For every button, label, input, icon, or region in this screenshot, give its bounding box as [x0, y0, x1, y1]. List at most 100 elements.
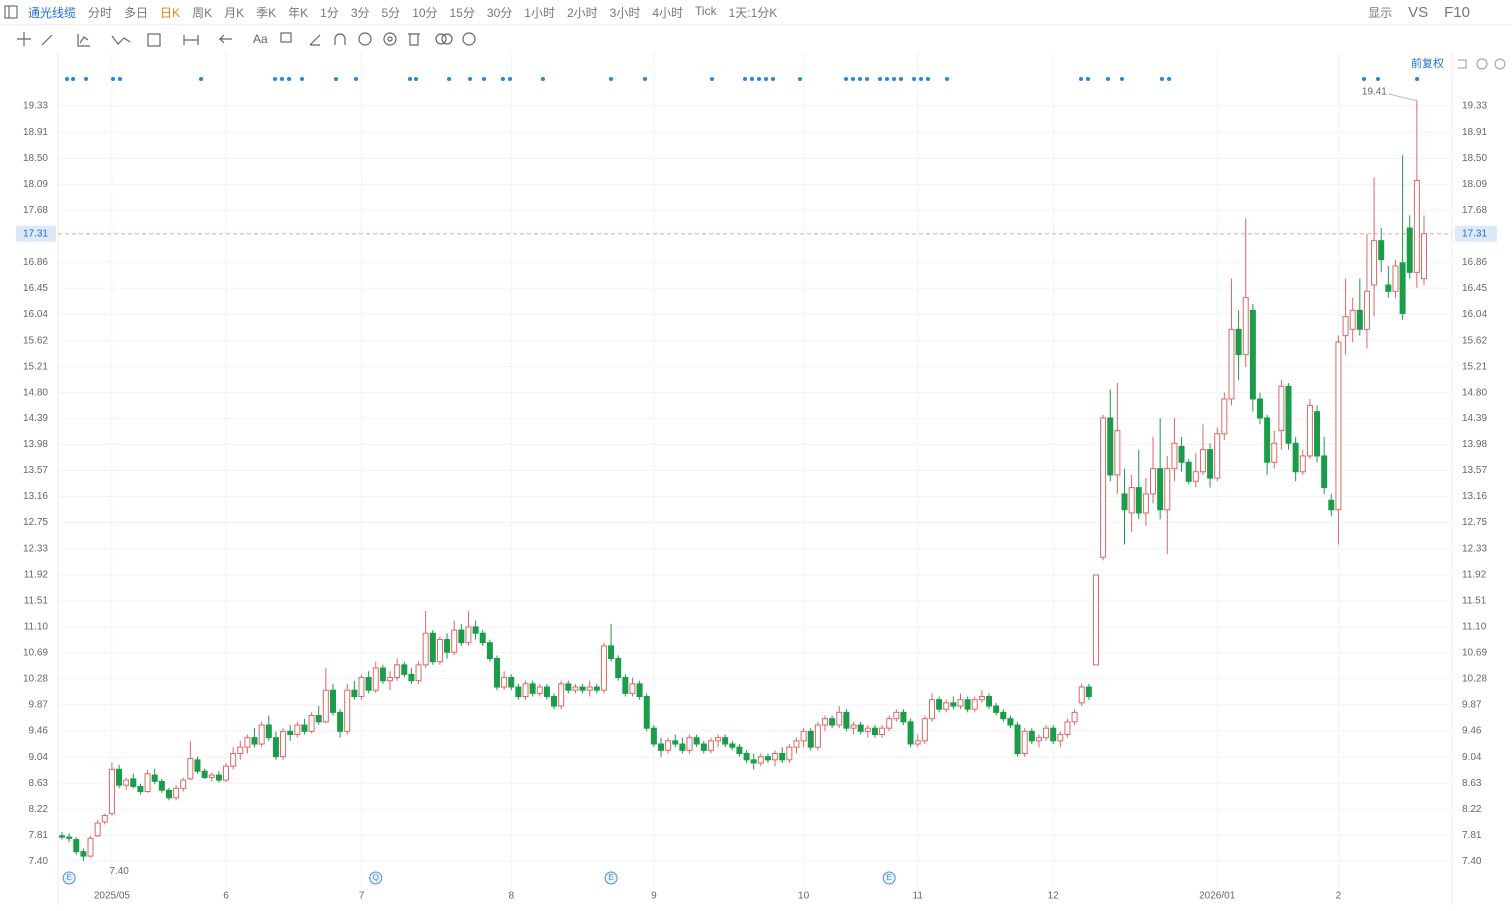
candle-body: [280, 730, 287, 758]
period-tab[interactable]: 分时: [88, 5, 113, 20]
candle-body: [615, 658, 622, 679]
candle-body: [1335, 341, 1342, 511]
candle-body: [800, 730, 807, 742]
period-tab[interactable]: 3分: [350, 5, 370, 20]
y-tick-label: 9.87: [29, 699, 49, 710]
high-leader: [1388, 93, 1417, 102]
event-dot: [851, 77, 855, 81]
settings-tool[interactable]: [462, 32, 476, 46]
candle-body: [401, 664, 408, 675]
trend-tool[interactable]: [77, 34, 90, 47]
note-tool[interactable]: [280, 32, 292, 43]
period-tab[interactable]: 30分: [486, 5, 513, 20]
candle-body: [158, 780, 165, 791]
x-tick-label: 10: [798, 891, 810, 902]
candle-body: [1299, 455, 1306, 473]
candle-body: [315, 715, 322, 723]
event-dot: [71, 77, 75, 81]
period-tab[interactable]: 季K: [256, 5, 277, 20]
candle-body: [66, 836, 73, 839]
right-tool[interactable]: 显示: [1368, 5, 1393, 20]
y-tick-label-right: 9.87: [1462, 699, 1482, 710]
text-tool[interactable]: Aa: [253, 32, 268, 46]
candle-body: [971, 699, 978, 710]
adjust-label[interactable]: 前复权: [1411, 56, 1444, 70]
period-tab[interactable]: 1分: [320, 5, 339, 20]
candle-body: [757, 756, 764, 764]
visible-tool[interactable]: [383, 32, 397, 46]
event-dot: [899, 77, 903, 81]
sidebar-icon[interactable]: [4, 5, 18, 19]
candle-body: [864, 727, 871, 732]
zoom-out[interactable]: [1476, 58, 1488, 70]
rect-tool[interactable]: [147, 33, 161, 47]
period-tab[interactable]: 3小时: [609, 5, 641, 20]
candle-body: [451, 629, 458, 653]
magnet-tool[interactable]: [334, 33, 346, 45]
candle-body: [1107, 417, 1114, 476]
candle-body: [1228, 328, 1235, 400]
measure-tool[interactable]: [183, 35, 199, 45]
event-dot: [84, 77, 88, 81]
reset[interactable]: [1458, 59, 1467, 69]
event-dot: [858, 77, 862, 81]
event-dot: [750, 77, 754, 81]
candle-body: [80, 851, 87, 857]
event-dot: [1362, 77, 1366, 81]
period-tab[interactable]: 2小时: [566, 5, 598, 20]
y-tick-label-right: 19.33: [1462, 100, 1487, 111]
y-tick-label: 8.63: [29, 778, 49, 789]
period-tab[interactable]: 周K: [192, 5, 213, 20]
right-tool[interactable]: F10: [1444, 3, 1470, 21]
candle-body: [529, 683, 536, 694]
candle-body: [422, 632, 429, 666]
candle-body: [722, 737, 729, 745]
candle-body: [871, 727, 878, 736]
period-tab[interactable]: 多日: [124, 5, 149, 20]
candle-body: [879, 727, 886, 736]
candle-body: [1085, 686, 1092, 698]
candle-body: [408, 673, 415, 682]
x-tick-label: 6: [223, 891, 229, 902]
eye-tool[interactable]: [358, 32, 372, 46]
arrow-tool[interactable]: [218, 34, 232, 44]
period-tab[interactable]: 5分: [381, 5, 401, 20]
candle-body: [116, 768, 123, 786]
right-tool[interactable]: VS: [1408, 3, 1429, 21]
stock-name[interactable]: 通光线缆: [28, 5, 77, 20]
candle-body: [643, 696, 650, 729]
move-tool[interactable]: [17, 32, 31, 46]
candle-body: [1278, 385, 1285, 432]
angle-tool[interactable]: [309, 34, 321, 46]
line-tool[interactable]: [41, 34, 53, 46]
delete-tool[interactable]: [408, 33, 420, 46]
event-dot: [844, 77, 848, 81]
zoom-in[interactable]: [1494, 58, 1506, 70]
period-tab[interactable]: 1天:1分K: [728, 5, 778, 20]
candle-body: [1385, 284, 1392, 292]
wave-tool[interactable]: [111, 35, 131, 45]
period-tab[interactable]: Tick: [695, 3, 717, 18]
candle-body: [857, 724, 864, 732]
period-tab[interactable]: 1小时: [524, 5, 555, 20]
candle-body: [237, 746, 244, 755]
y-tick-label-right: 15.62: [1462, 335, 1487, 346]
y-tick-label-right: 10.69: [1462, 647, 1487, 658]
period-tab[interactable]: 年K: [288, 5, 309, 20]
event-dot: [1160, 77, 1164, 81]
period-tab[interactable]: 4小时: [652, 5, 684, 20]
candle-body: [1356, 309, 1363, 330]
period-tab[interactable]: 15分: [449, 5, 475, 20]
period-tab[interactable]: 月K: [224, 5, 245, 20]
candle-body: [707, 740, 714, 751]
y-tick-label: 14.39: [23, 413, 48, 424]
y-tick-label-right: 13.57: [1462, 465, 1487, 476]
period-tab[interactable]: 10分: [412, 5, 438, 20]
event-dot: [1120, 77, 1124, 81]
period-tab[interactable]: 日K: [160, 5, 181, 20]
candle-body: [1135, 487, 1142, 514]
link-tool[interactable]: [435, 33, 447, 45]
candle-body: [1314, 411, 1321, 457]
event-dot: [501, 77, 505, 81]
